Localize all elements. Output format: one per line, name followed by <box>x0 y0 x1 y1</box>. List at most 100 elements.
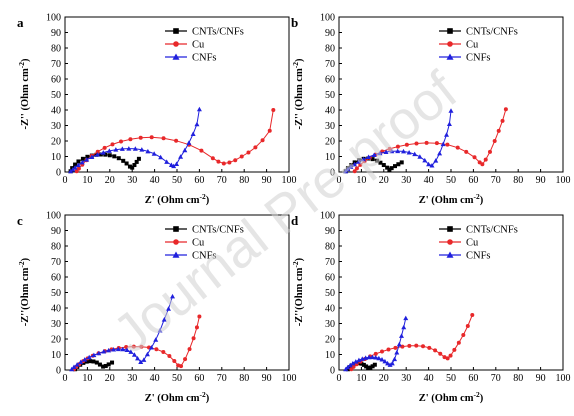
series-layer <box>69 293 202 372</box>
y-tick-label: 0 <box>330 366 335 377</box>
x-axis-label: Z' (Ohm cm-2) <box>419 390 484 404</box>
data-point <box>91 359 96 364</box>
legend-label: Cu <box>466 40 479 51</box>
data-point <box>429 162 435 168</box>
data-point <box>440 141 446 147</box>
y-tick-label: 40 <box>51 304 61 315</box>
data-point <box>366 154 372 159</box>
y-tick-label: 0 <box>330 168 335 179</box>
x-tick-label: 90 <box>536 175 546 186</box>
data-point <box>356 357 362 363</box>
data-point <box>227 160 232 165</box>
data-point <box>138 135 143 140</box>
data-point <box>174 138 179 143</box>
x-tick-label: 40 <box>150 373 160 384</box>
data-point <box>153 337 159 342</box>
y-tick-label: 10 <box>51 152 61 163</box>
legend: CNTs/CNFs Cu CNFs <box>165 27 244 64</box>
data-point <box>404 142 409 147</box>
data-point <box>387 167 392 172</box>
data-point <box>347 365 352 370</box>
data-point <box>154 347 159 352</box>
legend-label: Cu <box>192 238 205 249</box>
x-ticks: 0 10 20 30 40 50 60 70 80 90 100 <box>337 367 571 384</box>
data-point <box>407 343 412 348</box>
data-point <box>194 325 199 330</box>
y-tick-label: 20 <box>51 137 61 148</box>
data-point <box>127 164 132 169</box>
data-point <box>464 149 469 154</box>
data-point <box>157 327 163 333</box>
legend-label: CNTs/CNFs <box>192 27 244 38</box>
data-point <box>130 165 135 170</box>
y-tick-label: 0 <box>56 168 61 179</box>
data-point <box>359 361 364 366</box>
data-point <box>492 139 497 143</box>
legend-marker <box>173 239 179 245</box>
x-tick-label: 40 <box>424 373 434 384</box>
data-point <box>368 365 373 370</box>
data-point <box>385 360 391 366</box>
data-point <box>448 108 454 113</box>
x-tick-label: 80 <box>239 175 249 186</box>
data-point <box>395 144 400 149</box>
data-point <box>128 137 133 142</box>
y-tick-label: 80 <box>51 44 61 55</box>
data-point <box>216 159 221 164</box>
data-point <box>465 323 470 328</box>
x-tick-label: 70 <box>217 175 227 186</box>
data-point <box>345 364 351 370</box>
series-layer <box>343 107 508 174</box>
data-point <box>348 164 354 169</box>
data-point <box>148 345 154 350</box>
legend-label: CNTs/CNFs <box>192 225 244 236</box>
x-tick-label: 50 <box>446 175 456 186</box>
legend-label: CNFs <box>466 53 491 64</box>
data-point <box>110 142 115 147</box>
y-tick-label: 10 <box>325 152 335 163</box>
x-axis-label: Z' (Ohm cm-2) <box>419 192 484 206</box>
data-point <box>246 150 251 155</box>
y-tick-label: 100 <box>320 13 335 24</box>
data-point <box>68 168 74 174</box>
data-point <box>170 293 176 299</box>
data-point <box>377 150 383 156</box>
data-point <box>74 362 80 367</box>
data-point <box>393 164 397 169</box>
data-point <box>144 351 150 357</box>
legend-label: CNFs <box>466 251 491 262</box>
data-point <box>353 359 359 364</box>
y-tick-label: 40 <box>325 304 335 315</box>
data-point <box>132 163 137 168</box>
data-point <box>134 159 139 164</box>
data-point <box>84 157 90 162</box>
legend-marker <box>172 53 180 60</box>
data-point <box>106 362 111 367</box>
data-point <box>112 154 117 159</box>
data-point <box>96 350 102 356</box>
data-point <box>422 157 428 163</box>
data-point <box>267 128 272 133</box>
x-tick-label: 80 <box>513 175 523 186</box>
legend: CNTs/CNFs Cu CNFs <box>165 225 244 262</box>
data-point <box>345 367 350 372</box>
y-tick-label: 90 <box>325 226 335 237</box>
legend-marker <box>446 251 454 258</box>
data-point <box>421 344 425 349</box>
data-point <box>89 154 95 159</box>
y-tick-label: 50 <box>325 90 335 101</box>
y-tick-label: 70 <box>325 257 335 268</box>
data-point <box>97 362 102 367</box>
data-point <box>369 354 375 360</box>
panel-a: 0 10 20 30 40 50 60 70 80 90 100 0 10 20 30 40 50 60 70 80… <box>17 13 297 207</box>
x-tick-label: 50 <box>446 373 456 384</box>
data-point <box>379 356 385 362</box>
y-ticks: 0 10 20 30 40 50 60 70 80 90 100 <box>46 13 68 179</box>
data-point <box>366 365 371 370</box>
data-point <box>356 159 362 164</box>
x-tick-label: 100 <box>282 373 297 384</box>
data-point <box>403 315 409 321</box>
data-point <box>186 140 192 145</box>
x-axis-label: Z' (Ohm cm-2) <box>145 192 210 206</box>
data-point <box>427 345 432 350</box>
